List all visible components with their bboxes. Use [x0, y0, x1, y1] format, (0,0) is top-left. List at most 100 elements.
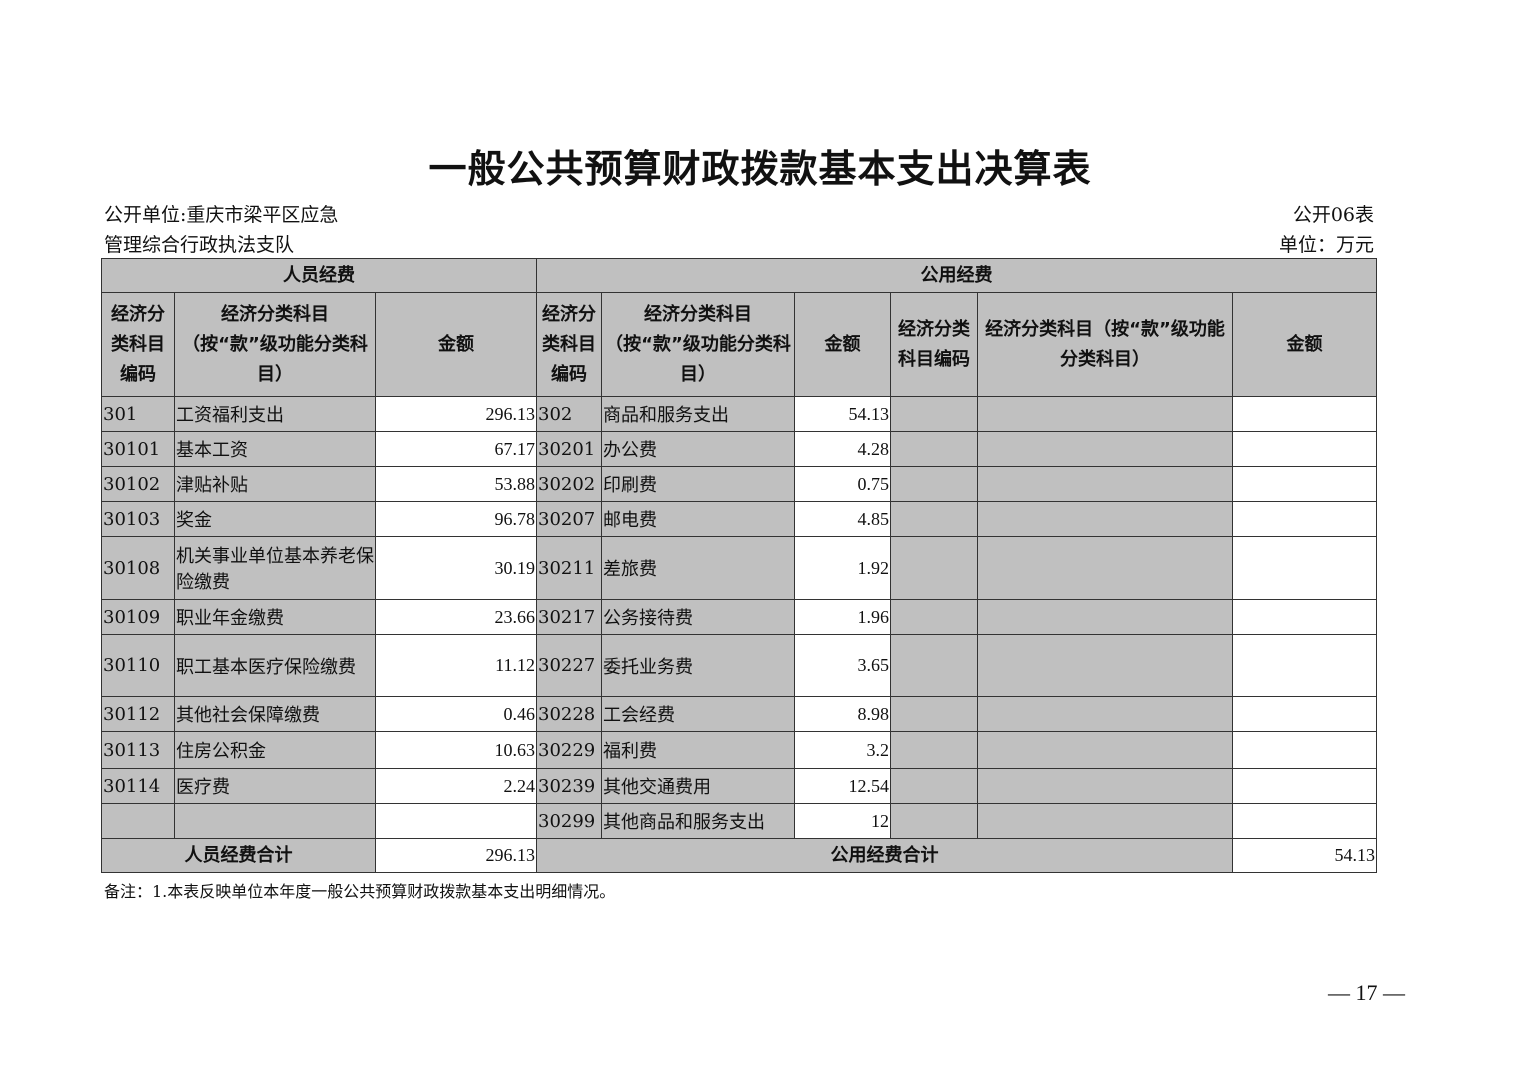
footnote: 备注：1.本表反映单位本年度一般公共预算财政拨款基本支出明细情况。	[104, 882, 616, 901]
cell-amount: 1.92	[794, 536, 891, 600]
cell-amount	[375, 803, 537, 839]
cell-amount: 8.98	[794, 696, 891, 732]
cell-name: 差旅费	[601, 536, 795, 600]
cell-amount: 3.2	[794, 731, 891, 769]
table-row: 30109 职业年金缴费 23.66 30217 公务接待费 1.96	[101, 599, 1377, 635]
cell-amount	[1232, 803, 1377, 839]
table-row: 30112 其他社会保障缴费 0.46 30228 工会经费 8.98	[101, 696, 1377, 732]
cell-name	[977, 431, 1233, 467]
cell-amount: 11.12	[375, 634, 537, 697]
cell-amount: 12.54	[794, 768, 891, 804]
table-row: 301 工资福利支出 296.13 302 商品和服务支出 54.13	[101, 396, 1377, 432]
cell-code: 30201	[536, 431, 602, 467]
cell-code: 30227	[536, 634, 602, 697]
cell-code: 30110	[101, 634, 175, 697]
cell-amount: 4.85	[794, 501, 891, 537]
cell-code	[890, 396, 978, 432]
cell-name	[977, 803, 1233, 839]
table-row: 30103 奖金 96.78 30207 邮电费 4.85	[101, 501, 1377, 537]
table-row: 30110 职工基本医疗保险缴费 11.12 30227 委托业务费 3.65	[101, 634, 1377, 697]
cell-amount: 1.96	[794, 599, 891, 635]
unit-name-line1: 公开单位:重庆市梁平区应急	[104, 204, 339, 226]
col-code: 经济分类科目编码	[536, 292, 602, 397]
cell-amount: 54.13	[794, 396, 891, 432]
cell-amount	[1232, 696, 1377, 732]
cell-amount: 12	[794, 803, 891, 839]
unit-name-line2: 管理综合行政执法支队	[104, 234, 295, 256]
cell-code: 30211	[536, 536, 602, 600]
cell-code	[890, 634, 978, 697]
cell-name	[977, 536, 1233, 600]
table-row: 30113 住房公积金 10.63 30229 福利费 3.2	[101, 731, 1377, 769]
cell-code: 30217	[536, 599, 602, 635]
currency-unit: 单位：万元	[1278, 234, 1374, 256]
page-title: 一般公共预算财政拨款基本支出决算表	[428, 146, 1092, 191]
table-row: 30101 基本工资 67.17 30201 办公费 4.28	[101, 431, 1377, 467]
cell-amount: 67.17	[375, 431, 537, 467]
cell-name	[977, 768, 1233, 804]
public-total-label: 公用经费合计	[536, 838, 1233, 873]
cell-name: 邮电费	[601, 501, 795, 537]
cell-amount	[1232, 396, 1377, 432]
table-row: 30108 机关事业单位基本养老保险缴费 30.19 30211 差旅费 1.92	[101, 536, 1377, 600]
cell-name	[977, 599, 1233, 635]
cell-code: 30202	[536, 466, 602, 502]
cell-code	[890, 803, 978, 839]
cell-name: 其他社会保障缴费	[174, 696, 376, 732]
cell-name	[977, 466, 1233, 502]
cell-name: 其他交通费用	[601, 768, 795, 804]
cell-amount: 0.46	[375, 696, 537, 732]
cell-name	[977, 501, 1233, 537]
cell-amount	[1232, 536, 1377, 600]
cell-code	[890, 599, 978, 635]
cell-code: 30114	[101, 768, 175, 804]
cell-name	[977, 696, 1233, 732]
page-number: — 17 —	[1328, 980, 1405, 1005]
cell-code: 30109	[101, 599, 175, 635]
cell-amount	[1232, 634, 1377, 697]
cell-amount	[1232, 466, 1377, 502]
personnel-total-label: 人员经费合计	[101, 838, 376, 873]
cell-amount: 23.66	[375, 599, 537, 635]
cell-amount	[1232, 599, 1377, 635]
cell-code: 30101	[101, 431, 175, 467]
table-row: 30114 医疗费 2.24 30239 其他交通费用 12.54	[101, 768, 1377, 804]
cell-name: 职业年金缴费	[174, 599, 376, 635]
cell-name: 商品和服务支出	[601, 396, 795, 432]
expenditure-table: 人员经费 公用经费 经济分类科目编码 经济分类科目（按“款”级功能分类科目） 金…	[101, 258, 1377, 873]
col-amount: 金额	[794, 292, 891, 397]
cell-name: 委托业务费	[601, 634, 795, 697]
cell-name: 工资福利支出	[174, 396, 376, 432]
cell-name	[977, 396, 1233, 432]
cell-code	[890, 431, 978, 467]
cell-name: 津贴补贴	[174, 466, 376, 502]
cell-code	[890, 466, 978, 502]
cell-amount: 0.75	[794, 466, 891, 502]
col-name: 经济分类科目（按“款”级功能分类科目）	[174, 292, 376, 397]
cell-code	[101, 803, 175, 839]
cell-name: 奖金	[174, 501, 376, 537]
col-code: 经济分类科目编码	[101, 292, 175, 397]
col-code: 经济分类科目编码	[890, 292, 978, 397]
col-amount: 金额	[375, 292, 537, 397]
table-row: 30299 其他商品和服务支出 12	[101, 803, 1377, 839]
cell-name: 其他商品和服务支出	[601, 803, 795, 839]
cell-name: 职工基本医疗保险缴费	[174, 634, 376, 697]
cell-name	[977, 731, 1233, 769]
cell-code	[890, 501, 978, 537]
cell-code: 301	[101, 396, 175, 432]
cell-name: 机关事业单位基本养老保险缴费	[174, 536, 376, 600]
cell-code: 30103	[101, 501, 175, 537]
cell-code: 30112	[101, 696, 175, 732]
cell-code: 30207	[536, 501, 602, 537]
cell-code	[890, 536, 978, 600]
cell-code: 30229	[536, 731, 602, 769]
cell-code: 30299	[536, 803, 602, 839]
personnel-total-value: 296.13	[375, 838, 537, 873]
cell-code: 30228	[536, 696, 602, 732]
cell-name	[977, 634, 1233, 697]
cell-name	[174, 803, 376, 839]
cell-code	[890, 696, 978, 732]
cell-name: 办公费	[601, 431, 795, 467]
col-name: 经济分类科目（按“款”级功能分类科目）	[601, 292, 795, 397]
